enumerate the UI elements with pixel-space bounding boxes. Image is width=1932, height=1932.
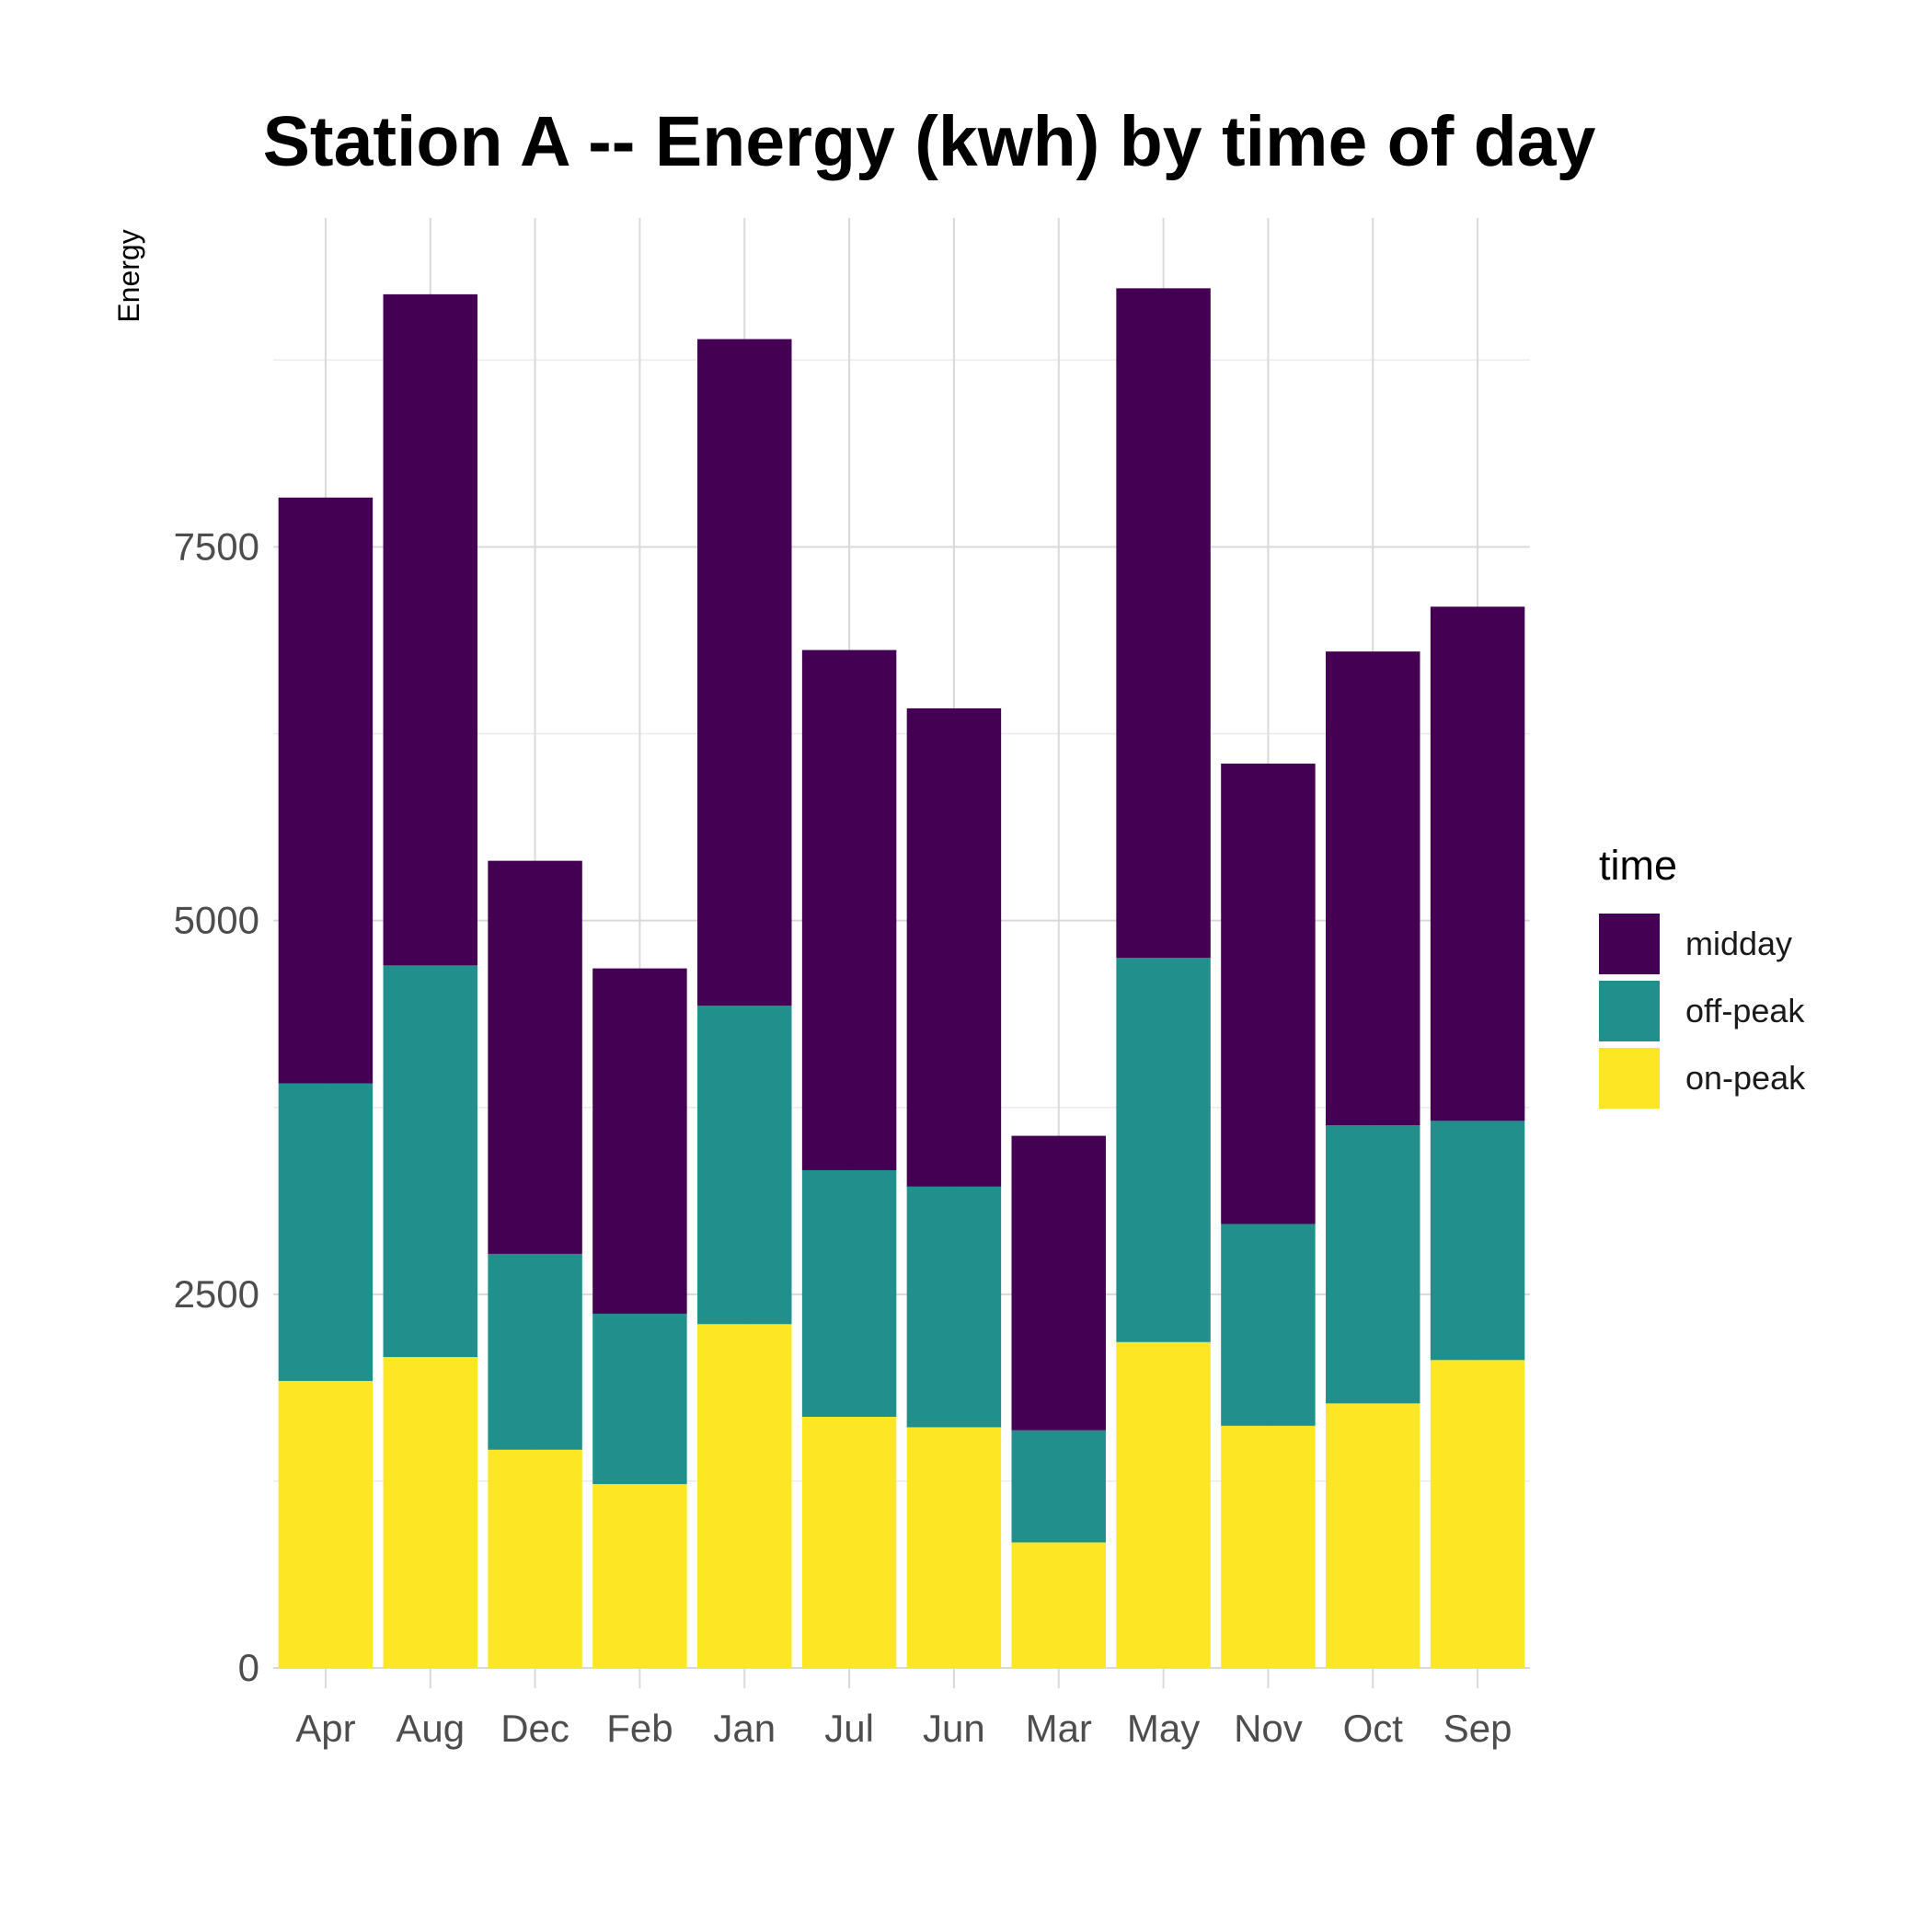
x-tick-label: May bbox=[1127, 1707, 1200, 1750]
bar-off-peak-aug bbox=[383, 965, 477, 1358]
x-tick-label: Aug bbox=[396, 1707, 465, 1750]
bar-midday-aug bbox=[383, 293, 477, 966]
bar-on-peak-apr bbox=[278, 1381, 374, 1668]
x-tick-label: Feb bbox=[606, 1707, 673, 1750]
legend-label: off-peak bbox=[1685, 991, 1805, 1029]
bar-off-peak-may bbox=[1116, 958, 1211, 1342]
x-tick-label: Sep bbox=[1443, 1707, 1512, 1750]
bar-on-peak-sep bbox=[1430, 1360, 1525, 1668]
legend: time midday off-peak on-peak bbox=[1599, 842, 1805, 1111]
chart-title: Station A -- Energy (kwh) by time of day bbox=[262, 102, 1596, 181]
bar-midday-jan bbox=[697, 339, 792, 1006]
bar-midday-mar bbox=[1011, 1135, 1106, 1431]
legend-label: on-peak bbox=[1685, 1058, 1806, 1097]
bar-midday-dec bbox=[488, 860, 582, 1254]
bar-midday-jun bbox=[906, 707, 1002, 1187]
bar-off-peak-sep bbox=[1430, 1121, 1525, 1361]
bar-midday-feb bbox=[592, 968, 687, 1314]
bar-off-peak-jul bbox=[801, 1169, 897, 1418]
legend-swatch bbox=[1599, 913, 1660, 974]
bar-off-peak-jan bbox=[697, 1006, 792, 1325]
bar-off-peak-apr bbox=[278, 1083, 374, 1382]
y-tick-label: 0 bbox=[238, 1646, 259, 1689]
legend-item-off-peak: off-peak bbox=[1599, 977, 1805, 1044]
bar-on-peak-jun bbox=[906, 1427, 1002, 1668]
x-tick-label: Dec bbox=[500, 1707, 569, 1750]
x-tick-label: Mar bbox=[1026, 1707, 1092, 1750]
x-tick-label: Jun bbox=[923, 1707, 985, 1750]
y-tick-label: 5000 bbox=[174, 899, 259, 942]
bar-on-peak-may bbox=[1116, 1341, 1211, 1668]
bar-on-peak-jul bbox=[801, 1417, 897, 1668]
bar-off-peak-oct bbox=[1326, 1125, 1420, 1404]
bar-on-peak-feb bbox=[592, 1484, 687, 1668]
bar-midday-oct bbox=[1326, 651, 1420, 1126]
bar-off-peak-jun bbox=[906, 1186, 1002, 1428]
bar-off-peak-nov bbox=[1221, 1224, 1316, 1426]
y-tick-label: 2500 bbox=[174, 1272, 259, 1316]
bar-on-peak-mar bbox=[1011, 1542, 1106, 1668]
legend-label: midday bbox=[1685, 924, 1793, 962]
y-axis-label: Energy bbox=[112, 229, 145, 322]
bar-off-peak-dec bbox=[488, 1253, 582, 1450]
bar-on-peak-dec bbox=[488, 1449, 582, 1668]
legend-swatch bbox=[1599, 980, 1660, 1041]
legend-items: midday off-peak on-peak bbox=[1599, 910, 1805, 1111]
x-tick-label: Apr bbox=[295, 1707, 355, 1750]
axis-labels: 0 2500 5000 7500 Apr Aug Dec Feb Jan Jul Jun Mar May… bbox=[112, 229, 1512, 1750]
bar-midday-sep bbox=[1430, 606, 1525, 1121]
x-tick-label: Oct bbox=[1343, 1707, 1404, 1750]
y-tick-label: 7500 bbox=[174, 524, 259, 568]
bar-on-peak-jan bbox=[697, 1324, 792, 1668]
x-tick-label: Nov bbox=[1234, 1707, 1303, 1750]
bars bbox=[278, 288, 1525, 1668]
bar-off-peak-feb bbox=[592, 1313, 687, 1485]
bar-on-peak-nov bbox=[1221, 1425, 1316, 1668]
legend-item-midday: midday bbox=[1599, 910, 1805, 977]
bar-off-peak-mar bbox=[1011, 1430, 1106, 1543]
bar-midday-may bbox=[1116, 288, 1211, 959]
bar-midday-apr bbox=[278, 497, 374, 1084]
x-tick-label: Jan bbox=[713, 1707, 776, 1750]
bar-midday-nov bbox=[1221, 764, 1316, 1225]
bar-on-peak-aug bbox=[383, 1357, 477, 1668]
x-tick-label: Jul bbox=[824, 1707, 874, 1750]
bar-on-peak-oct bbox=[1326, 1403, 1420, 1668]
legend-item-on-peak: on-peak bbox=[1599, 1044, 1805, 1111]
legend-swatch bbox=[1599, 1047, 1660, 1109]
bar-midday-jul bbox=[801, 650, 897, 1170]
legend-title: time bbox=[1599, 842, 1678, 889]
